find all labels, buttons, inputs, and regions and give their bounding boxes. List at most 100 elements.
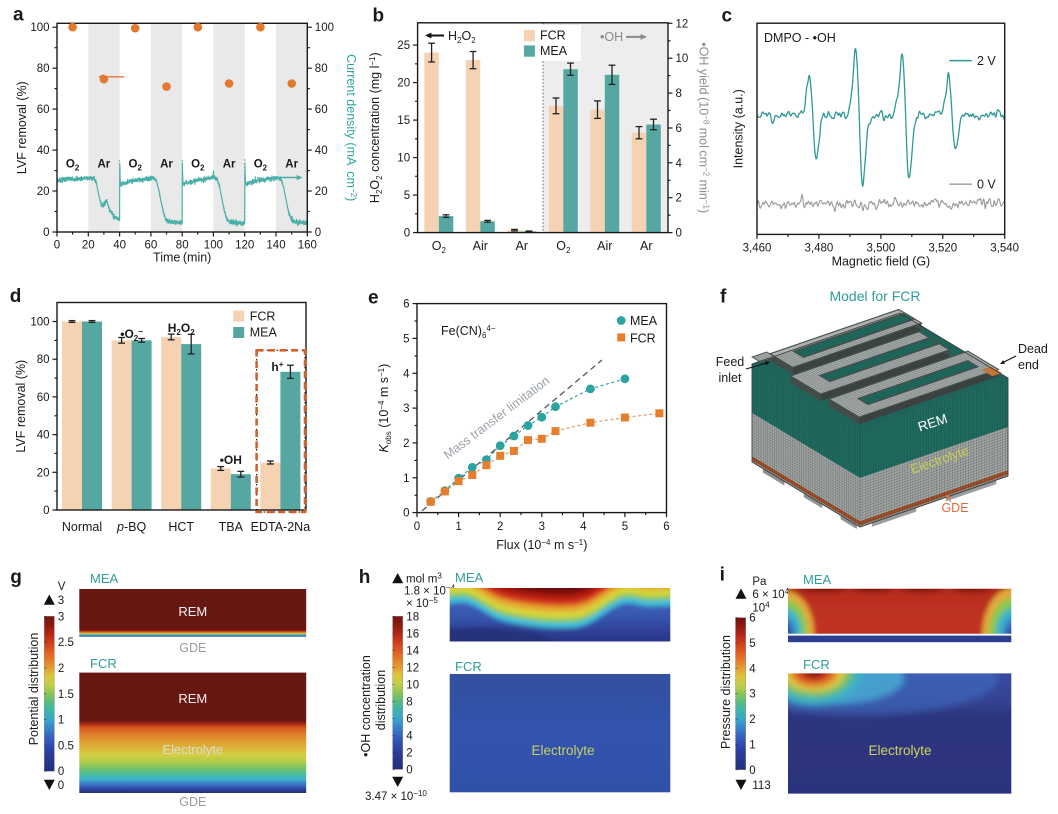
svg-text:160: 160: [298, 240, 317, 252]
svg-text:FCR: FCR: [455, 659, 482, 674]
svg-text:100: 100: [30, 22, 49, 34]
svg-text:3: 3: [539, 521, 545, 533]
svg-text:Ar: Ar: [516, 239, 529, 253]
svg-text:Ar: Ar: [223, 159, 236, 171]
svg-text:8: 8: [676, 88, 682, 100]
svg-text:Magnetic field (G): Magnetic field (G): [832, 255, 931, 269]
svg-text:c: c: [722, 6, 733, 27]
svg-text:20: 20: [82, 240, 95, 252]
svg-text:3: 3: [749, 689, 755, 701]
svg-text:DMPO - •OH: DMPO - •OH: [764, 31, 836, 45]
svg-text:Feed: Feed: [716, 355, 745, 369]
svg-text:12: 12: [676, 18, 689, 30]
svg-text:Intensity (a.u.): Intensity (a.u.): [732, 89, 746, 168]
svg-text:0: 0: [43, 227, 49, 239]
svg-text:HCT: HCT: [168, 520, 194, 534]
svg-text:2: 2: [676, 193, 682, 205]
svg-text:40: 40: [315, 145, 328, 157]
svg-text:Current density (mA cm−2​): Current density (mA cm−2​): [344, 54, 358, 201]
svg-text:FCR: FCR: [90, 656, 117, 671]
svg-text:20: 20: [37, 186, 50, 198]
svg-text:10: 10: [406, 679, 419, 691]
svg-text:0: 0: [315, 227, 321, 239]
svg-text:FCR: FCR: [250, 309, 276, 323]
svg-text:100: 100: [30, 317, 49, 329]
svg-text:Model for FCR: Model for FCR: [829, 288, 920, 304]
svg-text:10: 10: [676, 53, 689, 65]
svg-text:•O2​−​: •O2​−​: [120, 327, 143, 343]
svg-text:Electrolyte: Electrolyte: [868, 743, 931, 758]
svg-text:40: 40: [37, 145, 50, 157]
svg-text:MEA: MEA: [250, 326, 278, 340]
svg-text:0: 0: [54, 240, 60, 252]
svg-text:GDE: GDE: [179, 641, 206, 655]
svg-text:g: g: [10, 567, 22, 588]
svg-text:H2​O2​: H2​O2​: [168, 321, 195, 337]
svg-text:FCR: FCR: [803, 657, 830, 672]
svg-text:0: 0: [406, 764, 412, 776]
svg-text:4: 4: [676, 158, 683, 170]
svg-text:Electrolyte: Electrolyte: [162, 742, 223, 757]
svg-text:•OH yield (10−8​ mol cm−2​ min: •OH yield (10−8​ mol cm−2​ min−1​): [697, 42, 711, 213]
svg-text:5: 5: [403, 333, 409, 345]
svg-text:Time (min): Time (min): [153, 251, 211, 265]
svg-text:Flux (10−4​ m s−1​): Flux (10−4​ m s−1​): [496, 538, 587, 552]
svg-text:80: 80: [315, 63, 328, 75]
svg-text:80: 80: [37, 354, 50, 366]
svg-text:6: 6: [663, 521, 669, 533]
svg-text:Potential distribution: Potential distribution: [27, 633, 41, 746]
svg-text:GDE: GDE: [179, 795, 206, 809]
svg-text:3,480: 3,480: [805, 242, 834, 254]
svg-text:GDE: GDE: [941, 501, 968, 515]
svg-text:6 × 104​: 6 × 104​: [752, 587, 789, 601]
svg-text:6: 6: [406, 713, 412, 725]
svg-text:MEA: MEA: [630, 314, 658, 328]
svg-text:6: 6: [749, 613, 755, 625]
svg-text:3: 3: [58, 595, 64, 607]
svg-text:100: 100: [315, 22, 334, 34]
svg-text:MEA: MEA: [803, 572, 832, 587]
svg-text:e: e: [368, 288, 379, 309]
svg-text:4: 4: [580, 521, 587, 533]
svg-text:0: 0: [58, 780, 64, 792]
svg-text:p-BQ: p-BQ: [116, 520, 146, 534]
svg-text:100: 100: [204, 240, 223, 252]
svg-text:Air: Air: [597, 239, 612, 253]
svg-text:1: 1: [749, 739, 755, 751]
svg-text:14: 14: [406, 645, 419, 657]
svg-text:•OH concentration: •OH concentration: [359, 655, 373, 757]
svg-text:16: 16: [406, 628, 419, 640]
svg-text:b: b: [373, 6, 385, 27]
svg-text:5: 5: [749, 638, 755, 650]
svg-text:1: 1: [58, 715, 64, 727]
svg-text:Pressure distribution: Pressure distribution: [719, 635, 733, 749]
svg-text:Pa: Pa: [752, 576, 767, 588]
svg-text:60: 60: [37, 104, 50, 116]
svg-text:60: 60: [315, 104, 328, 116]
svg-text:1.5: 1.5: [58, 689, 74, 701]
svg-text:LVF removal (%): LVF removal (%): [15, 81, 29, 174]
svg-text:80: 80: [37, 63, 50, 75]
svg-text:20: 20: [315, 186, 328, 198]
svg-text:8: 8: [406, 696, 412, 708]
svg-text:2: 2: [406, 747, 412, 759]
svg-text:inlet: inlet: [719, 371, 742, 385]
svg-text:113: 113: [752, 780, 770, 792]
svg-text:0: 0: [749, 765, 755, 777]
svg-text:5: 5: [404, 190, 410, 202]
svg-text:mol m3​: mol m3​: [406, 572, 442, 586]
svg-text:MEA: MEA: [455, 570, 484, 585]
svg-text:Electrolyte: Electrolyte: [531, 743, 594, 758]
svg-text:18: 18: [406, 611, 419, 623]
svg-text:i: i: [720, 564, 725, 585]
svg-text:0: 0: [403, 508, 409, 520]
svg-text:FCR: FCR: [630, 331, 656, 345]
svg-text:•OH: •OH: [600, 30, 623, 44]
svg-text:V: V: [58, 581, 66, 593]
svg-text:80: 80: [176, 240, 189, 252]
svg-text:Ar: Ar: [98, 159, 111, 171]
svg-text:Normal: Normal: [62, 520, 102, 534]
svg-text:3: 3: [403, 403, 409, 415]
svg-text:0: 0: [58, 766, 64, 778]
svg-text:Air: Air: [473, 239, 488, 253]
